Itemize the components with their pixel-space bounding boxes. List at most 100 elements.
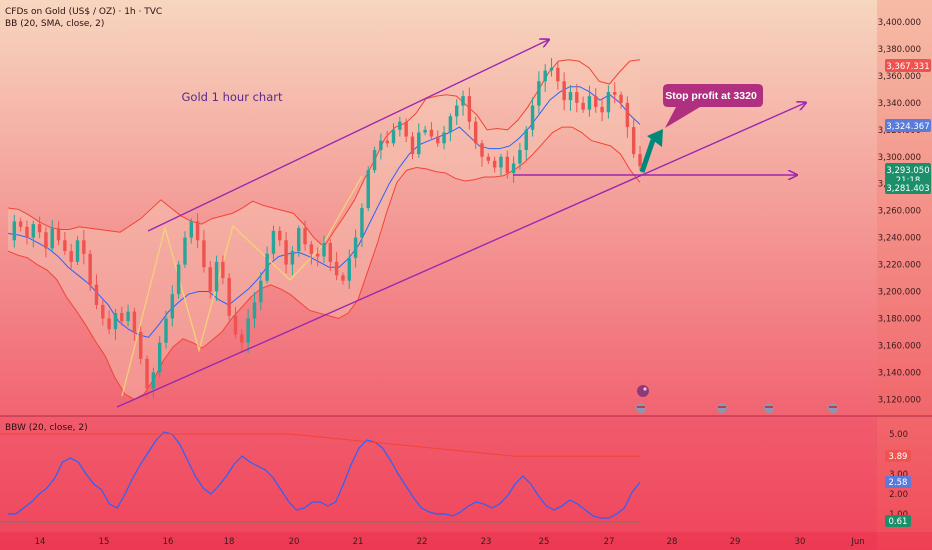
candle [240, 329, 244, 352]
time-tick: 16 [163, 537, 174, 547]
bb-indicator-legend[interactable]: BB (20, SMA, close, 2) [5, 19, 104, 29]
candle [50, 220, 54, 252]
candle [170, 285, 175, 327]
price-axis: 3,120.000 3,140.000 3,160.000 3,180.000 3,20… [878, 18, 921, 405]
candle [208, 261, 212, 299]
candle [126, 304, 130, 327]
candle [575, 84, 579, 113]
symbol-title[interactable]: CFDs on Gold (US$ / OZ) · 1h · TVC [5, 7, 162, 17]
candle [271, 225, 276, 260]
candle [259, 271, 263, 311]
candle [581, 96, 585, 113]
price-candles [12, 57, 642, 399]
trend-channel [116, 40, 805, 408]
candle [612, 82, 617, 104]
candle [385, 131, 389, 148]
candle [442, 125, 446, 150]
price-tick: 3,380.000 [878, 45, 921, 55]
candle [138, 326, 143, 365]
candle [107, 310, 111, 335]
candle [454, 99, 459, 126]
time-tick: 23 [481, 537, 492, 547]
channel-lower-line[interactable] [116, 103, 805, 408]
time-tick: 30 [795, 537, 806, 547]
time-tick: 28 [667, 537, 678, 547]
candle [467, 87, 472, 130]
bbw-lower-label: 0.61 [889, 517, 908, 527]
candle [372, 146, 377, 174]
candle [120, 306, 124, 326]
target-arrow[interactable] [639, 129, 663, 173]
time-tick: 21 [353, 537, 364, 547]
candle [594, 88, 598, 113]
candle [505, 150, 510, 179]
candle [75, 236, 80, 265]
candle [303, 220, 307, 251]
candle [69, 243, 73, 269]
bbw-upper-label: 3.89 [889, 452, 908, 462]
candle [183, 231, 187, 268]
candle [132, 307, 137, 341]
price-tick: 3,360.000 [878, 72, 921, 82]
bbw-highest-expansion-line [0, 433, 640, 457]
candle [278, 226, 282, 247]
candle [176, 260, 181, 299]
time-tick: 27 [604, 537, 615, 547]
event-markers [636, 385, 838, 413]
bb-basis-line [7, 86, 641, 338]
candle [631, 119, 636, 159]
candle [353, 229, 358, 268]
bbw-tick: 3.00 [889, 470, 908, 480]
bbw-indicator [0, 431, 641, 523]
candle [625, 96, 630, 138]
channel-upper-line[interactable] [147, 40, 548, 232]
stop-profit-text: Stop profit at 3320 [665, 90, 757, 102]
bbw-indicator-legend[interactable]: BBW (20, close, 2) [5, 423, 88, 433]
bb-lower-label: 3,281.403 [886, 184, 929, 194]
candle [44, 227, 48, 258]
candle [56, 221, 61, 245]
candle [37, 216, 42, 239]
candle [347, 249, 352, 290]
chart-annotation-title: Gold 1 hour chart [182, 90, 283, 104]
bbw-line [8, 431, 641, 519]
price-tick: 3,260.000 [878, 207, 921, 217]
candle [145, 355, 149, 399]
price-tick: 3,240.000 [878, 234, 921, 244]
candle [195, 213, 200, 249]
right-axis-background [877, 0, 932, 550]
candle [246, 308, 250, 354]
candle [252, 292, 257, 329]
price-tick: 3,220.000 [878, 261, 921, 271]
price-tick: 3,120.000 [878, 395, 921, 405]
price-labels: 3,367.331 3,324.367 3,293.050 21:18 3,28… [885, 59, 931, 194]
candle [25, 220, 29, 245]
alert-icon[interactable] [637, 385, 649, 397]
bottom-axis-background [0, 532, 932, 550]
price-tick: 3,160.000 [878, 341, 921, 351]
bbw-tick: 2.00 [889, 490, 908, 500]
candle [284, 232, 288, 274]
time-tick: 29 [730, 537, 741, 547]
candle [12, 214, 17, 248]
bbw-value-labels: 3.89 2.58 0.61 [885, 450, 911, 527]
candle [543, 64, 547, 92]
candle [296, 225, 301, 257]
stop-profit-callout[interactable]: Stop profit at 3320 [663, 84, 763, 128]
candle [233, 307, 238, 339]
candle [290, 246, 295, 275]
candle [480, 139, 484, 167]
time-tick: 18 [224, 537, 235, 547]
time-tick: 22 [417, 537, 428, 547]
candle [587, 85, 592, 117]
candle [214, 255, 219, 301]
time-tick: 15 [99, 537, 110, 547]
candle [63, 232, 67, 256]
candle [227, 273, 231, 321]
candle [549, 57, 554, 77]
candle [429, 122, 434, 140]
candle [486, 153, 491, 165]
